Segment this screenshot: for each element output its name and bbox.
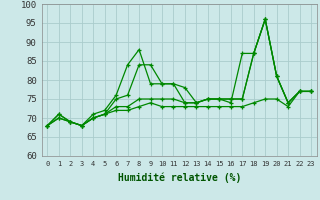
X-axis label: Humidité relative (%): Humidité relative (%) [117, 172, 241, 183]
